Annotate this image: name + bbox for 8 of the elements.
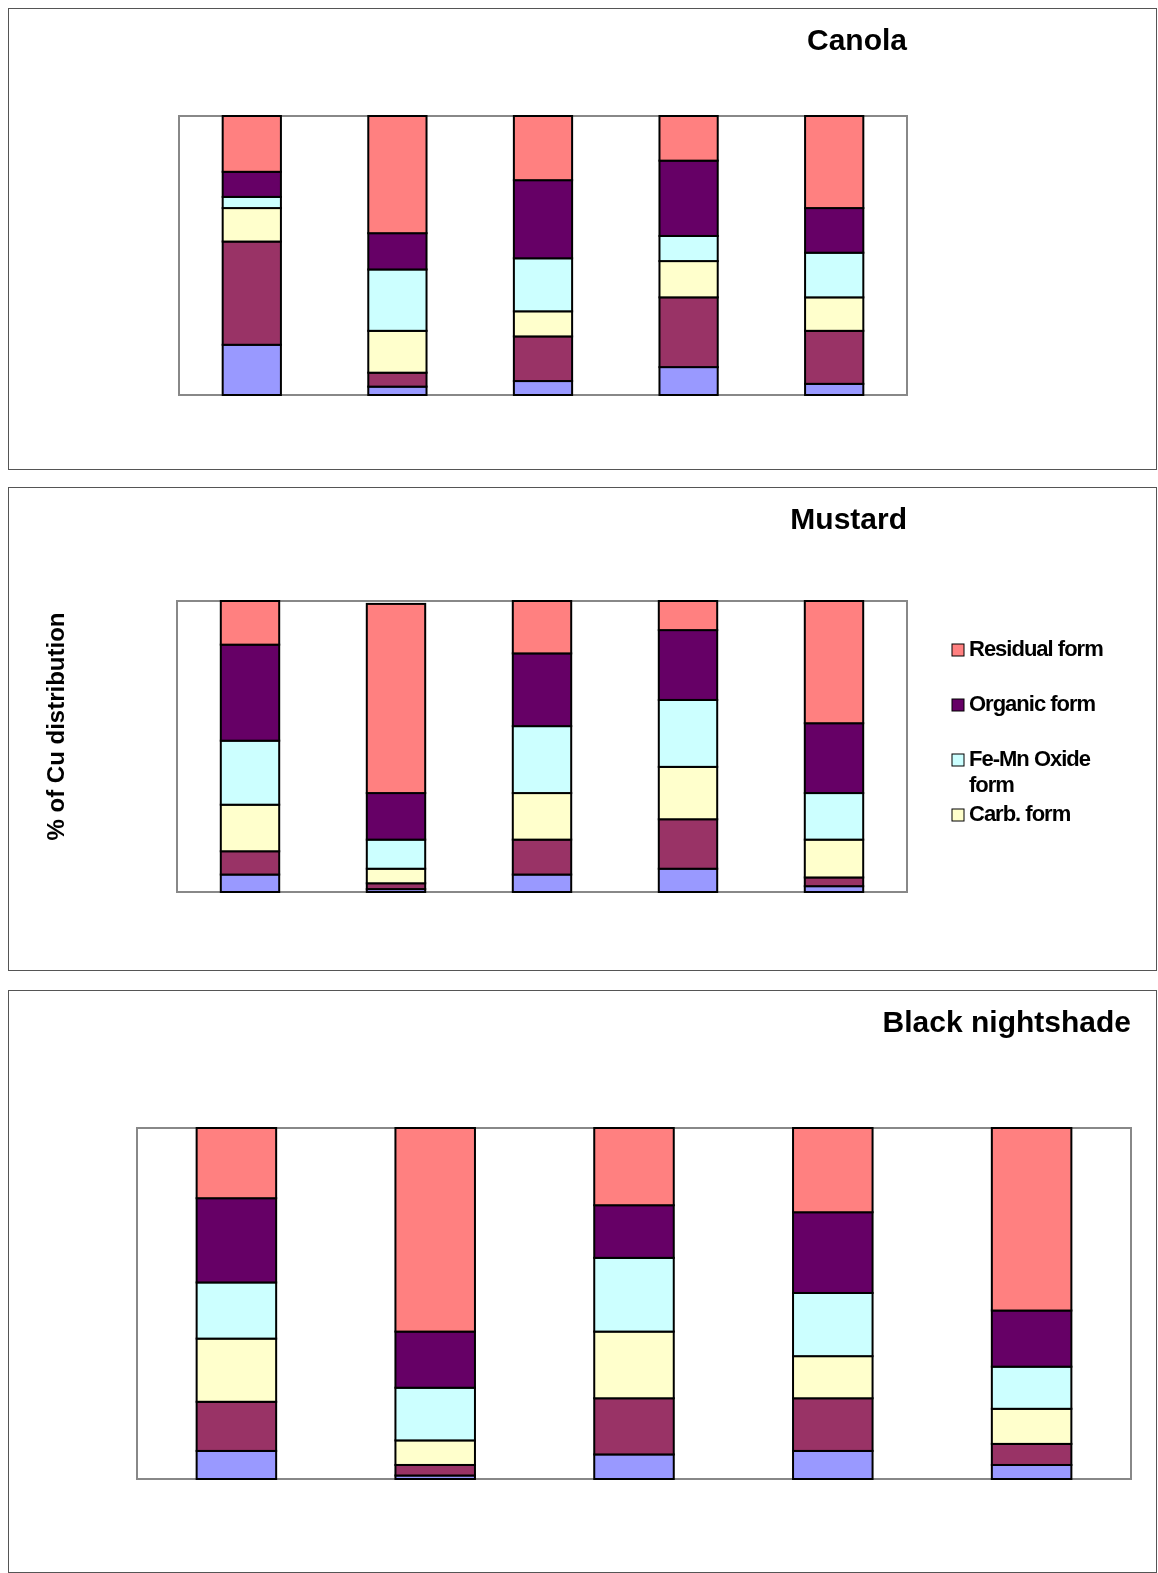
legend-label: Organic form bbox=[969, 691, 1096, 716]
y-axis-title: % of Cu distribution bbox=[42, 612, 69, 841]
legend-label: Residual form bbox=[969, 636, 1104, 661]
chart-title: Canola bbox=[806, 23, 908, 56]
legend-label: Fe-Mn Oxide form bbox=[969, 746, 1091, 797]
chart-title: Black nightshade bbox=[882, 1005, 1131, 1038]
legend-label: Carb. form bbox=[969, 801, 1071, 826]
chart-title: Mustard bbox=[790, 502, 907, 535]
